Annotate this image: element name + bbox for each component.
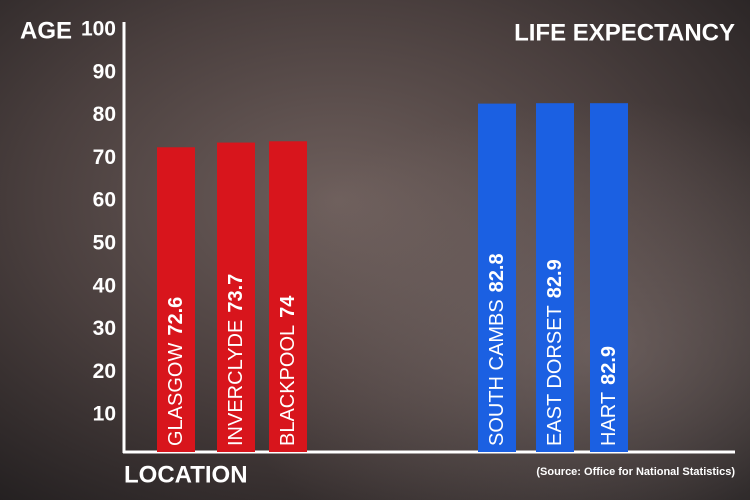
- bar: [536, 103, 574, 453]
- value-label: 73.7: [225, 274, 247, 313]
- value-label: 82.9: [544, 259, 566, 298]
- category-label: BLACKPOOL: [277, 325, 299, 446]
- bar-label: INVERCLYDE 73.7: [225, 274, 247, 446]
- y-tick-label: 90: [93, 60, 116, 83]
- value-label: 82.8: [486, 253, 508, 292]
- bar: [157, 147, 195, 452]
- y-tick-label: 30: [93, 317, 116, 340]
- value-label: 74: [277, 295, 299, 318]
- category-label: SOUTH CAMBS: [486, 299, 508, 446]
- bar: [478, 103, 516, 452]
- category-label: EAST DORSET: [544, 305, 566, 446]
- y-tick-label: 40: [93, 274, 116, 297]
- x-axis-label: LOCATION: [124, 461, 248, 488]
- category-label: INVERCLYDE: [225, 320, 247, 446]
- bar-label: SOUTH CAMBS 82.8: [486, 253, 508, 446]
- category-label: HART: [598, 392, 620, 446]
- y-tick-label: 70: [93, 146, 116, 169]
- bar: [269, 141, 307, 452]
- bar-label: HART 82.9: [598, 346, 620, 446]
- chart-title: LIFE EXPECTANCY: [514, 19, 735, 46]
- y-tick-label: 20: [93, 360, 116, 383]
- y-tick-label: 100: [81, 18, 116, 41]
- y-tick-label: 10: [93, 403, 116, 426]
- bar-label: BLACKPOOL 74: [277, 295, 299, 446]
- category-label: GLASGOW: [165, 343, 187, 446]
- value-label: 72.6: [165, 297, 187, 336]
- bar: [590, 103, 628, 453]
- y-tick-label: 60: [93, 189, 116, 212]
- source: (Source: Office for National Statistics): [536, 466, 735, 478]
- value-label: 82.9: [598, 346, 620, 385]
- bar-label: GLASGOW 72.6: [165, 297, 187, 446]
- y-axis-label: AGE: [20, 17, 72, 44]
- y-tick-label: 80: [93, 103, 116, 126]
- bar-label: EAST DORSET 82.9: [544, 259, 566, 446]
- bar: [217, 142, 255, 452]
- y-tick-label: 50: [93, 232, 116, 255]
